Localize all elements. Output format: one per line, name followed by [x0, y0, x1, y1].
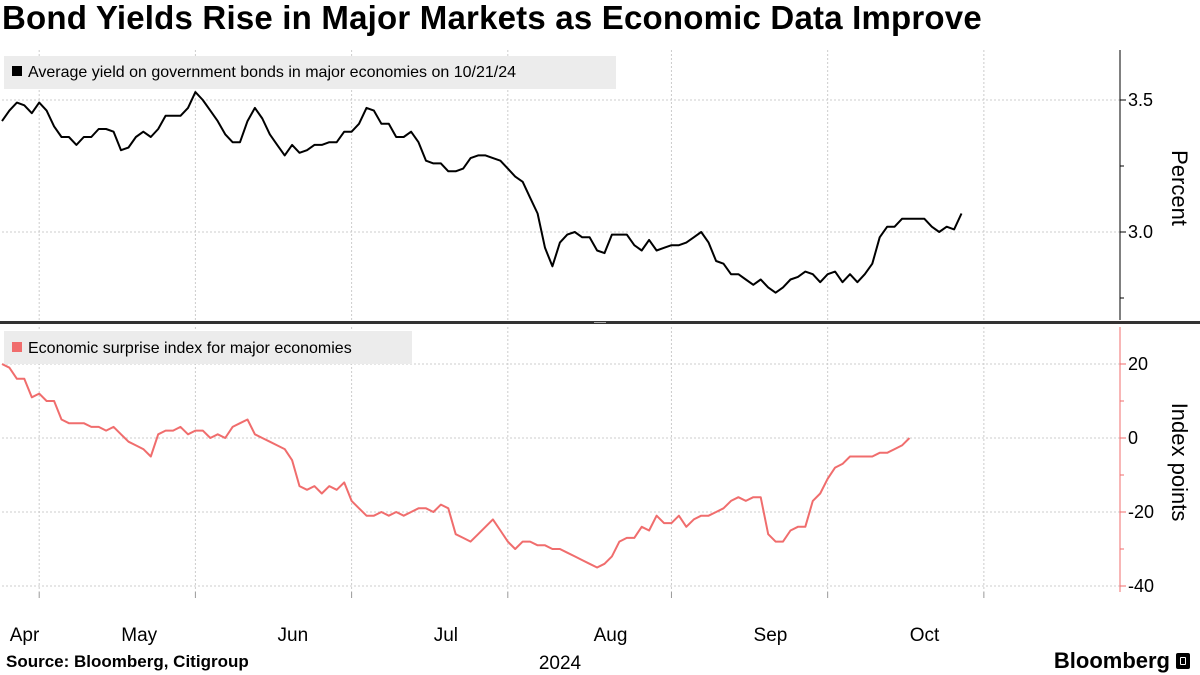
surprise-y-axis-title: Index points	[1167, 403, 1192, 522]
yield-legend-swatch	[12, 66, 22, 76]
yield-y-axis-title: Percent	[1167, 150, 1192, 226]
yield-series-line	[1, 91, 963, 294]
x-axis-month-label: Jul	[434, 625, 458, 646]
surprise-series-line	[1, 363, 911, 569]
source-note: Source: Bloomberg, Citigroup	[6, 652, 249, 671]
surprise-legend-swatch	[12, 342, 22, 352]
surprise-legend-box	[4, 331, 412, 364]
surprise-y-tick-label: -20	[1128, 502, 1154, 522]
yield-legend-box	[4, 56, 616, 89]
yield-legend-label: Average yield on government bonds in maj…	[28, 64, 516, 81]
surprise-y-tick-label: 0	[1128, 428, 1138, 448]
yield-gridlines	[2, 50, 1120, 320]
surprise-y-axis: 20 0 -20 -40	[1119, 327, 1154, 596]
chart-title: Bond Yields Rise in Major Markets as Eco…	[2, 0, 982, 36]
x-axis-month-label: Oct	[910, 625, 940, 646]
x-axis-month-label: Sep	[754, 625, 788, 646]
brand-name: Bloomberg	[1053, 648, 1170, 673]
x-axis-year-label: 2024	[539, 653, 582, 674]
surprise-y-tick-label: -40	[1128, 576, 1154, 596]
yield-y-axis: 3.0 3.5	[1119, 50, 1153, 320]
yield-y-tick-label: 3.0	[1128, 222, 1153, 242]
surprise-y-tick-label: 20	[1128, 354, 1148, 374]
x-axis: Apr May Jun Jul Aug Sep Oct	[10, 592, 985, 646]
surprise-legend-label: Economic surprise index for major econom…	[28, 340, 352, 357]
surprise-gridlines	[2, 327, 1120, 592]
panel-divider-handle	[594, 322, 606, 323]
brand-logo: Bloomberg	[1054, 648, 1190, 674]
x-axis-month-label: Apr	[10, 625, 40, 646]
x-axis-month-label: Aug	[594, 625, 628, 646]
yield-y-tick-label: 3.5	[1128, 90, 1153, 110]
x-axis-month-label: May	[121, 625, 157, 646]
bloomberg-mark-icon	[1176, 653, 1190, 669]
x-axis-month-label: Jun	[278, 625, 309, 646]
